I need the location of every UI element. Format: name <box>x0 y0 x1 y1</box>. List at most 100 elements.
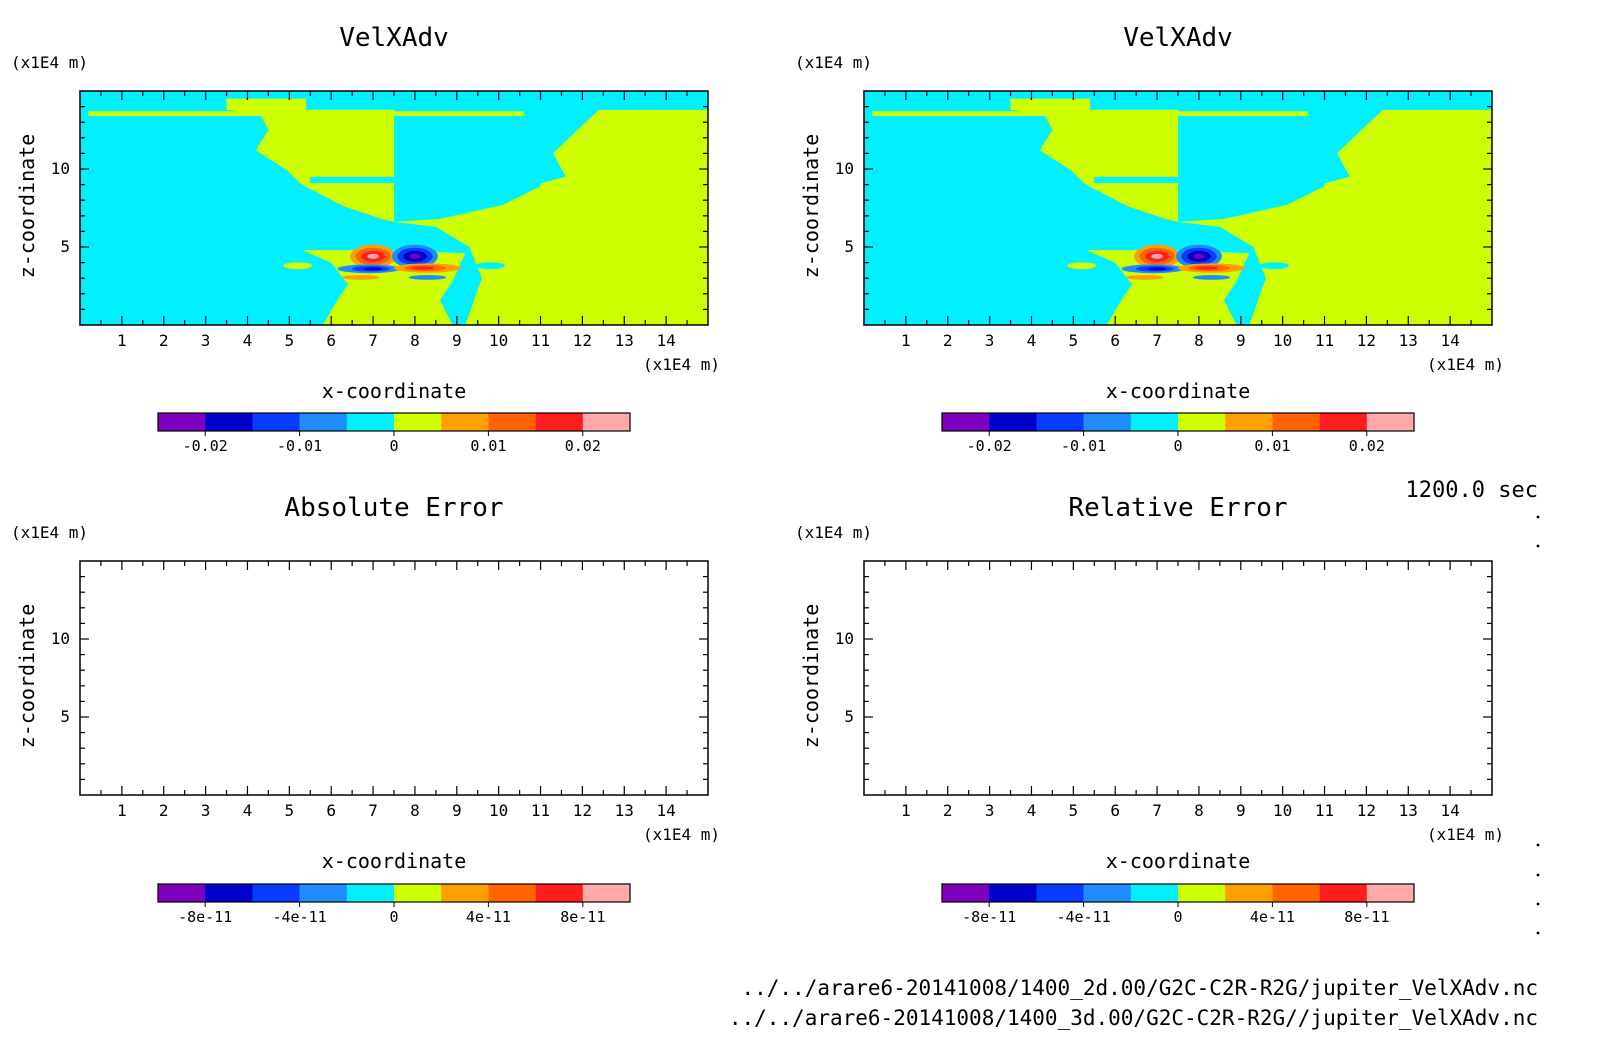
x-tick-label: 14 <box>657 801 676 820</box>
colorbar-segment <box>942 413 990 431</box>
colorbar-segment <box>158 413 206 431</box>
x-tick-label: 12 <box>1357 331 1376 350</box>
colorbar-tick-label: 0 <box>389 437 398 455</box>
y-tick-label: 10 <box>835 159 854 178</box>
x-unit-label: (x1E4 m) <box>643 355 720 374</box>
field-stripe <box>310 176 491 184</box>
x-tick-label: 10 <box>489 801 508 820</box>
colorbar-segment <box>1083 413 1132 431</box>
file-path-2: ../../arare6-20141008/1400_3d.00/G2C-C2R… <box>729 1006 1538 1030</box>
x-axis-label: x-coordinate <box>322 379 467 403</box>
colorbar-segment <box>394 413 442 431</box>
contour-lobe <box>1151 253 1163 259</box>
y-unit-label: (x1E4 m) <box>11 523 88 542</box>
x-tick-label: 10 <box>1273 331 1292 350</box>
chart-title: Absolute Error <box>284 493 503 523</box>
colorbar-segment <box>1366 884 1415 902</box>
contour-lobe <box>1125 275 1164 280</box>
x-unit-label: (x1E4 m) <box>1427 355 1504 374</box>
colorbar-segment <box>582 413 631 431</box>
x-tick-label: 1 <box>117 331 127 350</box>
y-axis-label: z-coordinate <box>15 134 39 279</box>
colorbar-segment <box>488 413 536 431</box>
colorbar-tick-label: -0.01 <box>1061 437 1106 455</box>
y-unit-label: (x1E4 m) <box>11 53 88 72</box>
x-tick-label: 4 <box>1027 331 1037 350</box>
y-tick-label: 10 <box>835 629 854 648</box>
contour-lobe <box>1259 262 1289 270</box>
colorbar-tick-label: 4e-11 <box>466 908 511 926</box>
colorbar-segment <box>535 413 584 431</box>
x-tick-label: 8 <box>1194 331 1204 350</box>
field-stripe <box>872 111 1308 116</box>
y-tick-label: 10 <box>51 629 70 648</box>
colorbar-segment <box>1178 884 1226 902</box>
colorbar-segment <box>989 413 1037 431</box>
x-tick-label: 13 <box>1399 801 1418 820</box>
colorbar-segment <box>1225 413 1273 431</box>
x-tick-label: 7 <box>368 801 378 820</box>
colorbar-segment <box>441 884 489 902</box>
margin-dot <box>1536 873 1540 877</box>
y-tick-label: 10 <box>51 159 70 178</box>
x-tick-label: 3 <box>201 331 211 350</box>
colorbar-segment <box>394 884 442 902</box>
chart-title: VelXAdv <box>1123 23 1233 53</box>
x-tick-label: 1 <box>901 331 911 350</box>
x-tick-label: 2 <box>943 331 953 350</box>
contour-lobe <box>1193 254 1205 259</box>
x-tick-label: 6 <box>326 331 336 350</box>
x-tick-label: 3 <box>985 801 995 820</box>
colorbar-segment <box>158 884 206 902</box>
margin-dot <box>1536 843 1540 847</box>
x-tick-label: 12 <box>573 331 592 350</box>
y-unit-label: (x1E4 m) <box>795 53 872 72</box>
colorbar-segment <box>1036 413 1084 431</box>
colorbar-tick-label: -0.02 <box>967 437 1012 455</box>
x-tick-label: 14 <box>657 331 676 350</box>
x-tick-label: 12 <box>573 801 592 820</box>
colorbar-tick-label: -4e-11 <box>1057 908 1111 926</box>
field-region-positive <box>1010 98 1178 222</box>
colorbar-segment <box>299 884 348 902</box>
x-tick-label: 5 <box>285 331 295 350</box>
file-path-1: ../../arare6-20141008/1400_2d.00/G2C-C2R… <box>741 976 1538 1000</box>
x-tick-label: 10 <box>489 331 508 350</box>
x-axis-label: x-coordinate <box>322 849 467 873</box>
colorbar-segment <box>441 413 489 431</box>
x-tick-label: 14 <box>1441 801 1460 820</box>
colorbar-segment <box>1272 413 1320 431</box>
contour-lobe <box>363 267 383 271</box>
colorbar-segment <box>252 884 300 902</box>
x-tick-label: 6 <box>1110 331 1120 350</box>
contour-lobe <box>1196 266 1218 270</box>
x-tick-label: 8 <box>410 331 420 350</box>
colorbar-tick-label: -8e-11 <box>178 908 232 926</box>
colorbar-tick-label: -0.01 <box>277 437 322 455</box>
field-region-positive <box>1178 109 1492 325</box>
contour-lobe <box>475 262 505 270</box>
x-tick-label: 4 <box>243 331 253 350</box>
x-tick-label: 5 <box>285 801 295 820</box>
x-tick-label: 11 <box>1315 331 1334 350</box>
colorbar-tick-label: 0.01 <box>470 437 506 455</box>
colorbar-segment <box>535 884 584 902</box>
contour-lobe <box>409 254 421 259</box>
margin-dot <box>1536 544 1540 548</box>
y-axis-label: z-coordinate <box>799 134 823 279</box>
colorbar-tick-label: 8e-11 <box>560 908 605 926</box>
colorbar-segment <box>1036 884 1084 902</box>
colorbar-segment <box>299 413 348 431</box>
y-unit-label: (x1E4 m) <box>795 523 872 542</box>
field-region-positive <box>394 109 708 325</box>
y-tick-label: 5 <box>60 237 70 256</box>
x-unit-label: (x1E4 m) <box>1427 825 1504 844</box>
colorbar-tick-label: 0 <box>389 908 398 926</box>
x-tick-label: 3 <box>985 331 995 350</box>
colorbar-segment <box>488 884 536 902</box>
x-tick-label: 4 <box>243 801 253 820</box>
x-tick-label: 13 <box>615 801 634 820</box>
colorbar-segment <box>1225 884 1273 902</box>
contour-lobe <box>412 266 434 270</box>
